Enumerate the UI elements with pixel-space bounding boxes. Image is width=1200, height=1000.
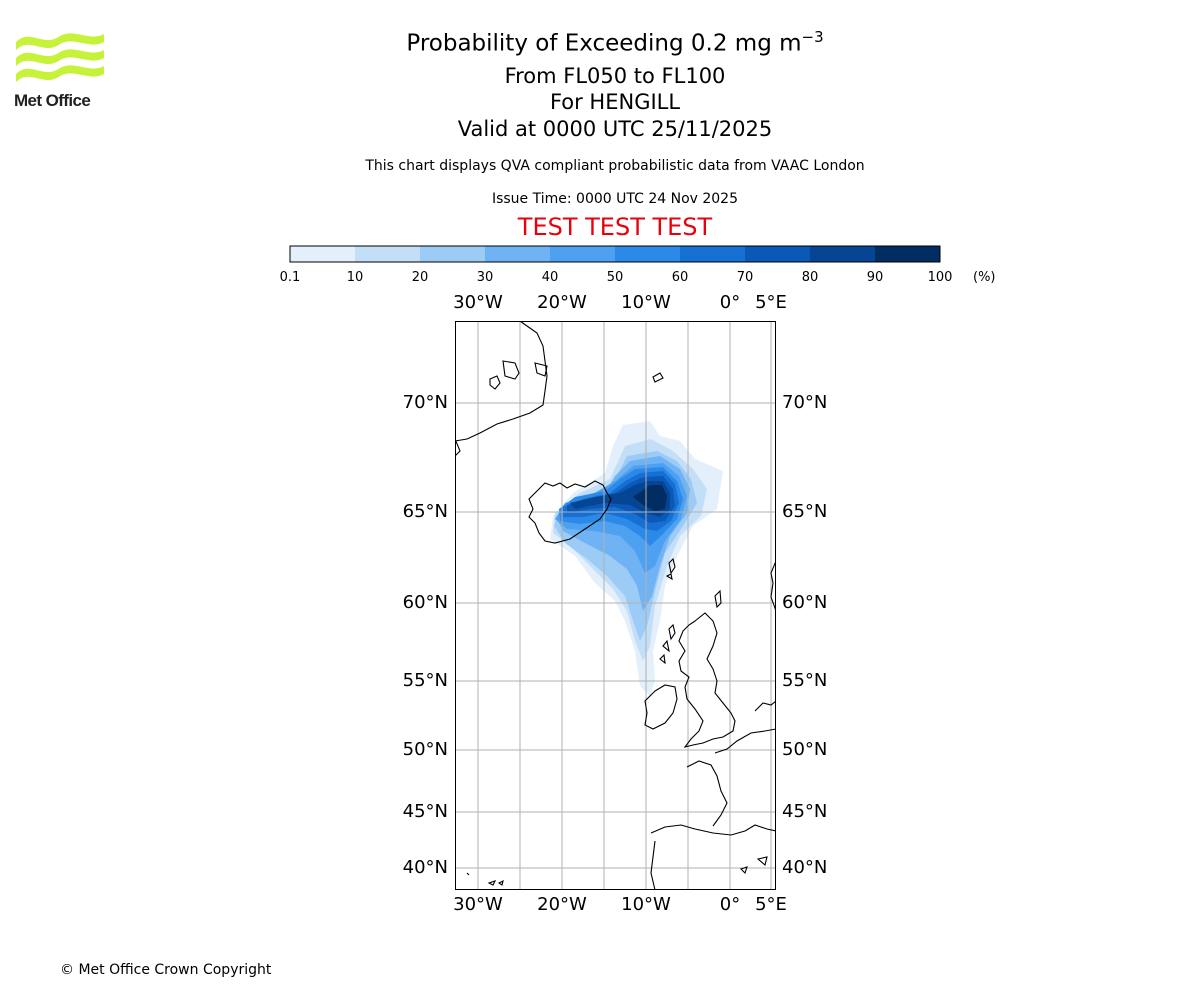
coast-iceland — [528, 480, 612, 544]
met-office-logo-icon — [16, 33, 104, 82]
colorbar-tick-label: 40 — [541, 270, 559, 285]
latitude-labels-left: 70°N 65°N 60°N 55°N 50°N 45°N 40°N — [0, 0, 450, 1000]
coast-scotland — [678, 612, 736, 748]
axis-label: 0° — [719, 894, 741, 915]
colorbar-tick-label: 20 — [411, 270, 429, 285]
longitude-labels-top: 30°W 20°W 10°W 0° 5°E — [0, 292, 1200, 316]
coastlines — [455, 321, 776, 890]
copyright-notice: © Met Office Crown Copyright — [60, 962, 272, 978]
axis-label: 20°W — [537, 292, 587, 313]
logo-text: Met Office — [14, 91, 91, 110]
axis-label: 45°N — [782, 801, 828, 822]
colorbar-cell — [615, 246, 681, 262]
axis-label: 50°N — [782, 739, 828, 760]
axis-label: 65°N — [402, 501, 448, 522]
title-valid-time: Valid at 0000 UTC 25/11/2025 — [457, 117, 773, 141]
axis-label: 10°W — [621, 292, 671, 313]
colorbar-cell — [875, 246, 941, 262]
colorbar-cell — [355, 246, 421, 262]
axis-label: 5°E — [755, 894, 787, 915]
map-svg — [455, 321, 776, 890]
axis-label: 50°N — [402, 739, 448, 760]
coast-azores — [466, 872, 504, 886]
axis-label: 55°N — [402, 670, 448, 691]
axis-label: 45°N — [402, 801, 448, 822]
coast-greenland-islands — [489, 360, 664, 390]
plume-level-100 — [633, 485, 667, 511]
colorbar-cell — [550, 246, 616, 262]
colorbar-tick-label: 50 — [606, 270, 624, 285]
colorbar-cell — [420, 246, 486, 262]
issue-time: Issue Time: 0000 UTC 24 Nov 2025 — [491, 191, 739, 207]
title-levels: From FL050 to FL100 — [504, 64, 726, 88]
title-superscript: −3 — [801, 28, 824, 46]
chart-title: Probability of Exceeding 0.2 mg m−3 — [315, 28, 915, 57]
axis-label: 30°W — [453, 292, 503, 313]
axis-label: 40°N — [782, 857, 828, 878]
latitude-labels-right: 70°N 65°N 60°N 55°N 50°N 45°N 40°N — [780, 0, 980, 1000]
colorbar-tick-label: 0.1 — [279, 270, 301, 285]
colorbar-tick-label: 10 — [346, 270, 364, 285]
colorbar-cell — [290, 246, 356, 262]
coast-norway — [754, 560, 776, 712]
colorbar-tick-label: 70 — [736, 270, 754, 285]
probability-plume — [550, 421, 723, 696]
test-banner: TEST TEST TEST — [517, 213, 713, 241]
colorbar-tick-label: 80 — [801, 270, 819, 285]
coast-hebrides — [659, 623, 676, 665]
colorbar-tick-label: 90 — [866, 270, 884, 285]
coast-shetland — [714, 589, 722, 609]
coast-france — [686, 728, 776, 827]
colorbar-tick-label: 60 — [671, 270, 689, 285]
axis-label: 70°N — [782, 392, 828, 413]
coast-greenland — [455, 321, 548, 457]
axis-label: 20°W — [537, 894, 587, 915]
axis-label: 5°E — [755, 292, 787, 313]
colorbar-ticks: 0.1 10 20 30 40 50 60 70 80 90 100 — [0, 270, 1200, 290]
colorbar — [289, 245, 941, 263]
axis-label: 70°N — [402, 392, 448, 413]
colorbar-unit: (%) — [973, 270, 996, 285]
axis-label: 30°W — [453, 894, 503, 915]
axis-label: 60°N — [782, 592, 828, 613]
colorbar-cell — [680, 246, 746, 262]
axis-label: 10°W — [621, 894, 671, 915]
chart-subtitle: This chart displays QVA compliant probab… — [365, 158, 865, 174]
axis-label: 65°N — [782, 501, 828, 522]
colorbar-cell — [745, 246, 811, 262]
colorbar-cell — [485, 246, 551, 262]
title-main: Probability of Exceeding 0.2 mg m — [406, 30, 802, 57]
map-panel — [455, 321, 776, 890]
axis-label: 40°N — [402, 857, 448, 878]
title-location: For HENGILL — [549, 90, 681, 114]
axis-label: 55°N — [782, 670, 828, 691]
gridlines — [455, 321, 776, 890]
axis-label: 0° — [719, 292, 741, 313]
colorbar-cell — [810, 246, 876, 262]
coast-iberia — [650, 824, 776, 890]
colorbar-tick-label: 30 — [476, 270, 494, 285]
axis-label: 60°N — [402, 592, 448, 613]
coast-faroes — [665, 557, 676, 581]
longitude-labels-bottom: 30°W 20°W 10°W 0° 5°E — [0, 894, 1200, 918]
colorbar-tick-label: 100 — [927, 270, 953, 285]
coast-ireland — [644, 684, 678, 730]
